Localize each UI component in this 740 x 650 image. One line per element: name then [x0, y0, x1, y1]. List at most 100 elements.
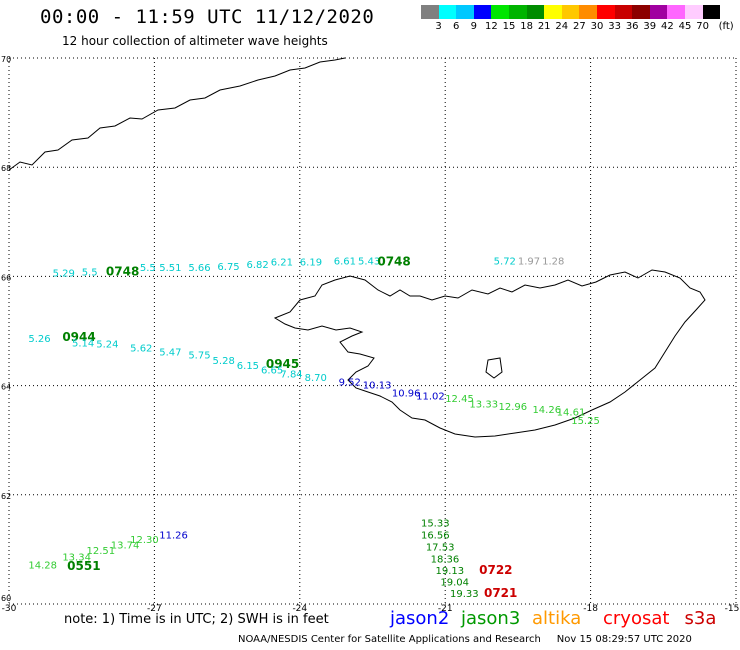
lat-tick-label: 60	[1, 594, 11, 603]
swh-value-label: 15.25	[571, 416, 600, 427]
swh-value-label: 5.72	[494, 256, 516, 267]
swh-value-label: 5.47	[159, 348, 181, 359]
colorbar-swatch	[421, 5, 439, 19]
swh-value-label: 17.53	[426, 542, 455, 553]
swh-value-label: 5.51	[159, 263, 181, 274]
colorbar-swatch	[456, 5, 474, 19]
swh-value-label: 1.28	[542, 256, 564, 267]
swh-value-label: 5.62	[130, 344, 152, 355]
lat-tick-label: 70	[1, 55, 11, 64]
colorbar-label: 36	[625, 21, 639, 32]
colorbar-swatch	[632, 5, 650, 19]
swh-value-label: 6.65	[261, 366, 283, 377]
colorbar-label: 39	[643, 21, 657, 32]
swh-value-label: 12.45	[445, 394, 474, 405]
swh-value-label: 12.96	[499, 402, 528, 413]
swh-value-label: 5.5	[82, 267, 98, 278]
swh-value-label: 6.82	[246, 260, 268, 271]
colorbar-label: 42	[661, 21, 674, 32]
pass-time-label: 0748	[106, 264, 139, 278]
swh-value-label: 13.33	[469, 399, 498, 410]
colorbar-label: 33	[608, 21, 621, 32]
legend-s3a: s3a	[684, 608, 717, 629]
colorbar-label: 27	[573, 21, 586, 32]
colorbar-label: 9	[470, 21, 477, 32]
swh-value-label: 6.61	[334, 256, 356, 267]
colorbar-label: 15	[502, 21, 516, 32]
swh-value-label: 1.97	[518, 256, 540, 267]
colorbar-unit: (ft)	[718, 21, 734, 32]
colorbar-swatch	[649, 5, 668, 19]
iceland-coast	[273, 269, 706, 438]
swh-value-label: 5.28	[213, 356, 235, 367]
lat-lon-grid: -30 -27 -24 -21 -18 -15 70 68 66 64 62 60	[1, 55, 739, 614]
colorbar-swatch	[509, 5, 527, 19]
swh-value-label: 5.24	[96, 339, 118, 350]
map-subtitle: 12 hour collection of altimeter wave hei…	[62, 34, 328, 48]
swh-value-label: 14.28	[28, 561, 57, 572]
swh-value-label: 14.61	[557, 408, 586, 419]
swh-value-label: 10.13	[363, 380, 392, 391]
swh-value-label: 8.70	[305, 373, 327, 384]
swh-value-label: 12.30	[130, 535, 159, 546]
pass-time-label: 0944	[62, 330, 95, 344]
swh-value-label: 19.13	[436, 566, 465, 577]
swh-value-label: 9.52	[339, 378, 361, 389]
swh-value-label: 6.19	[300, 257, 322, 268]
swh-labels: 5.29 5.5 0748 5.5 5.51 5.66 6.75 6.82 6.21 6.19 6.…	[28, 254, 599, 599]
colorbar-swatch	[685, 5, 703, 19]
colorbar-swatch	[579, 5, 597, 19]
colorbar-swatch	[473, 5, 492, 19]
colorbar-label: 6	[453, 21, 460, 32]
swh-value-label: 5.5	[140, 263, 156, 274]
note-text: note: 1) Time is in UTC; 2) SWH is in fe…	[64, 612, 329, 627]
swh-value-label: 10.96	[392, 389, 421, 400]
pass-time-label: 0722	[479, 563, 512, 577]
colorbar-swatch	[438, 5, 457, 19]
lon-tick-label: -18	[583, 604, 598, 614]
swh-value-label: 5.66	[188, 263, 210, 274]
swh-value-label: 5.14	[72, 338, 94, 349]
swh-value-label: 5.75	[188, 350, 210, 361]
map-title: 00:00 - 11:59 UTC 11/12/2020	[40, 6, 375, 28]
legend-jason2: jason2	[390, 608, 450, 629]
footer-credit: NOAA/NESDIS Center for Satellite Applica…	[238, 634, 692, 645]
lon-tick-label: -15	[725, 604, 740, 614]
swh-value-label: 5.29	[53, 268, 75, 279]
colorbar-swatch	[544, 5, 562, 19]
lake-myvatn	[485, 357, 503, 379]
lon-tick-label: -21	[438, 604, 453, 614]
swh-value-label: 19.33	[450, 589, 479, 600]
swh-value-label: 5.43	[358, 256, 380, 267]
swh-value-label: 18.36	[431, 555, 460, 566]
colorbar-label: 45	[678, 21, 692, 32]
pass-time-label: 0945	[266, 357, 299, 371]
colorbar-label: 18	[520, 21, 533, 32]
swh-value-label: 19.04	[440, 577, 469, 588]
colorbar-label: 3	[435, 21, 442, 32]
pass-time-label: 0551	[67, 559, 100, 573]
swh-value-label: 11.26	[159, 530, 188, 541]
pass-time-label: 0748	[377, 254, 410, 268]
swh-value-label: 5.26	[28, 334, 50, 345]
colorbar-swatch	[614, 5, 633, 19]
greenland-coast	[8, 57, 346, 171]
colorbar-label: 24	[555, 21, 569, 32]
swh-value-label: 6.75	[217, 262, 239, 273]
legend-altika: altika	[532, 608, 582, 629]
swh-value-label: 6.21	[271, 257, 293, 268]
lon-tick-label: -24	[292, 604, 307, 614]
colorbar-label: 21	[537, 21, 551, 32]
legend-jason3: jason3	[461, 608, 521, 629]
colorbar-label: 12	[485, 21, 498, 32]
colorbar-swatch	[702, 5, 721, 19]
coastlines	[8, 57, 706, 438]
lat-tick-label: 68	[1, 164, 11, 173]
swh-value-label: 15.33	[421, 518, 450, 529]
pass-time-label: 0721	[484, 586, 517, 600]
legend-cryosat: cryosat	[603, 608, 670, 629]
colorbar-label: 30	[590, 21, 604, 32]
lon-tick-label: -30	[2, 604, 17, 614]
swh-value-label: 13.34	[62, 552, 91, 563]
